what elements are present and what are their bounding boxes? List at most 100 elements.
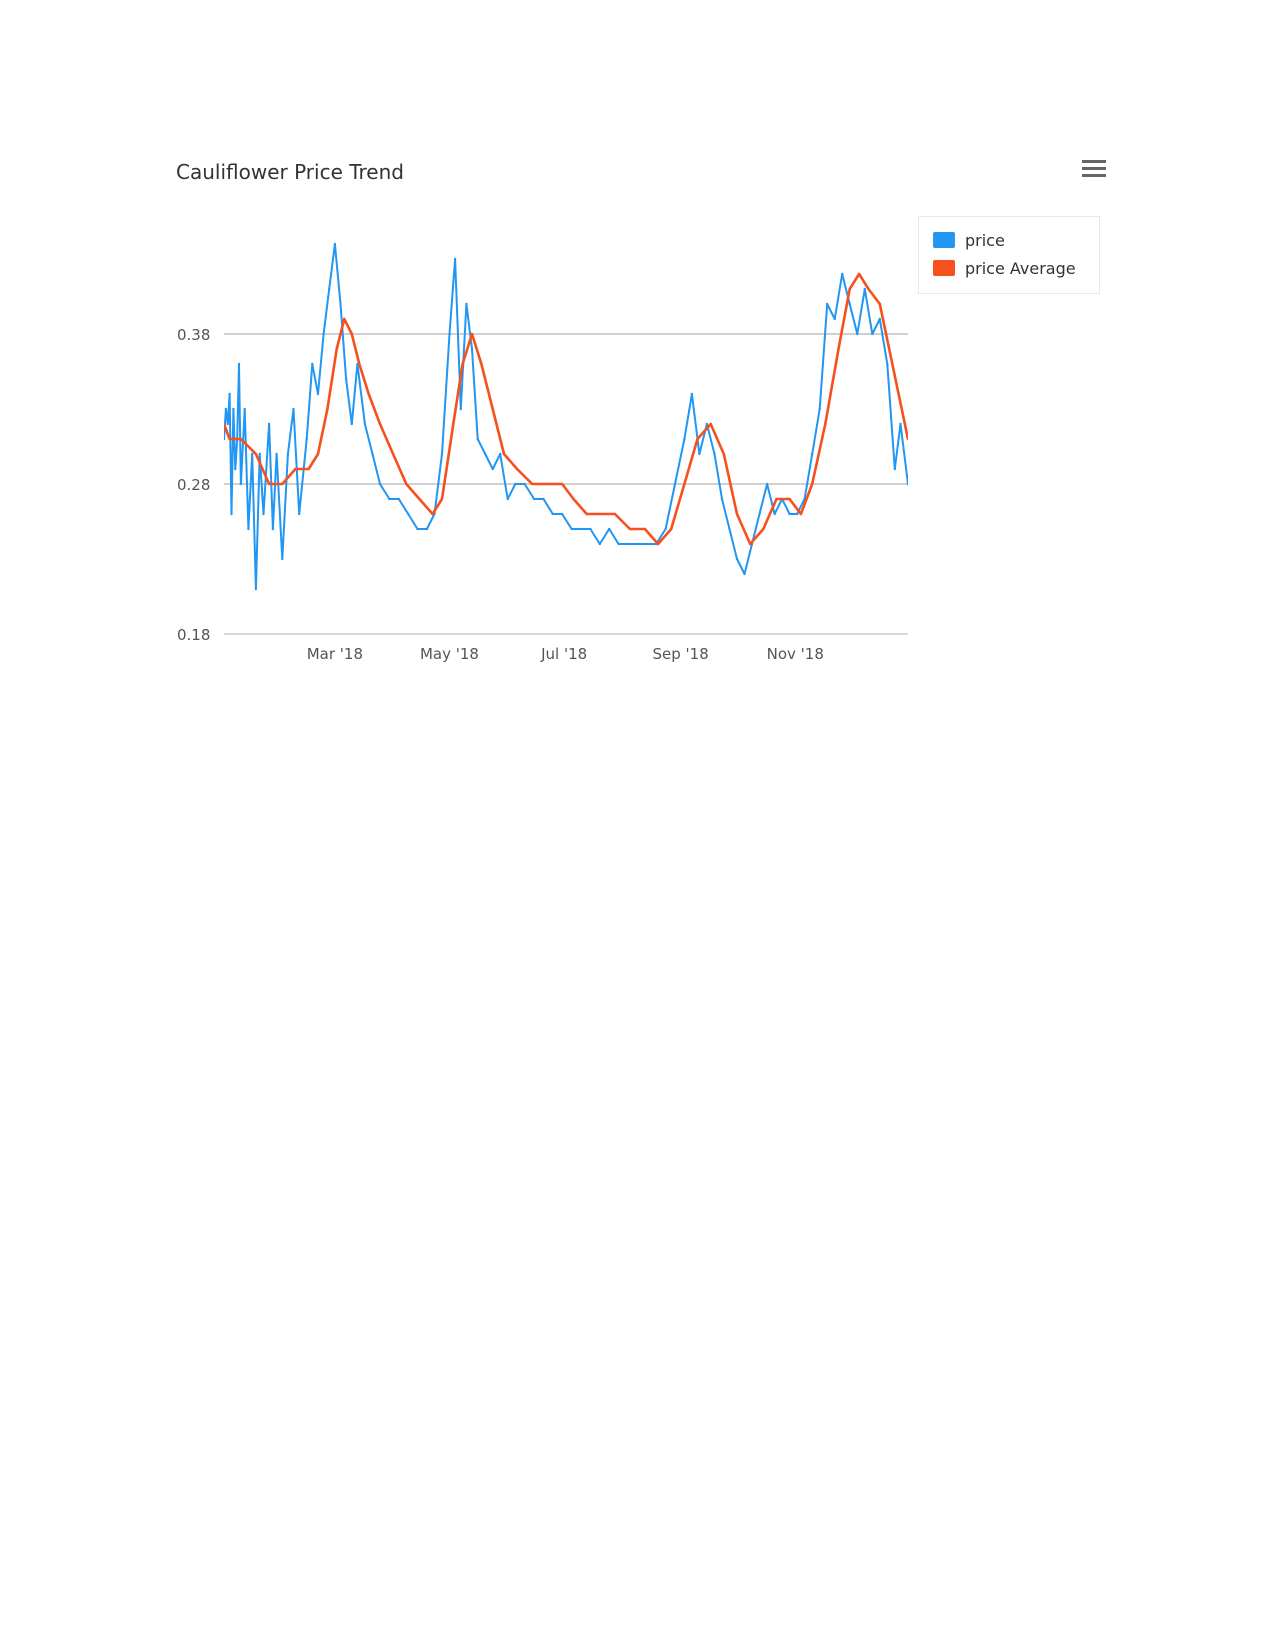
- data-point-price-average: [735, 512, 739, 516]
- data-point-price: [258, 452, 261, 456]
- data-point-price: [893, 467, 897, 471]
- data-point-price-average: [696, 437, 699, 441]
- data-point-price-average: [228, 437, 231, 441]
- legend-item-price[interactable]: price: [933, 230, 1005, 250]
- data-point-price: [271, 527, 275, 531]
- data-point-price-average: [294, 467, 297, 471]
- data-point-price: [470, 347, 474, 351]
- data-point-price: [305, 437, 308, 441]
- data-point-price-average: [888, 347, 891, 351]
- data-point-price: [397, 497, 400, 501]
- data-point-price-average: [598, 512, 602, 516]
- data-point-price-average: [405, 482, 408, 486]
- data-point-price-average: [418, 497, 421, 501]
- data-point-price: [906, 482, 908, 486]
- data-point-price-average: [897, 392, 900, 396]
- data-point-price: [856, 332, 859, 336]
- data-point-price: [311, 362, 314, 366]
- data-point-price: [833, 317, 836, 321]
- data-point-price-average: [307, 467, 310, 471]
- data-point-price-average: [878, 302, 882, 306]
- data-point-price: [542, 497, 545, 501]
- data-point-price-average: [239, 437, 243, 441]
- data-point-price: [363, 422, 367, 426]
- data-point-price-average: [572, 497, 575, 501]
- chart-title: Cauliflower Price Trend: [176, 160, 404, 184]
- data-point-price: [226, 422, 229, 426]
- data-point-price: [690, 392, 694, 396]
- data-point-price-average: [515, 467, 519, 471]
- data-point-price: [476, 437, 479, 441]
- legend-label-price: price: [965, 230, 1005, 250]
- x-tick-label: Mar '18: [307, 645, 363, 663]
- data-point-price: [254, 587, 258, 591]
- data-point-price: [230, 512, 233, 516]
- data-point-price: [735, 557, 739, 561]
- data-point-price: [316, 392, 320, 396]
- data-point-price-average: [810, 482, 814, 486]
- data-point-price: [713, 452, 716, 456]
- data-point-price: [322, 332, 325, 336]
- data-point-price: [825, 302, 829, 306]
- chart-legend: price price Average: [918, 216, 1100, 294]
- data-point-price: [664, 527, 667, 531]
- data-point-price: [579, 527, 583, 531]
- data-point-price: [406, 512, 410, 516]
- data-point-price: [239, 482, 243, 486]
- data-point-price: [758, 512, 761, 516]
- data-point-price: [339, 302, 342, 306]
- data-point-price-average: [762, 527, 765, 531]
- data-point-price-average: [530, 482, 534, 486]
- x-tick-label: May '18: [420, 645, 479, 663]
- data-point-price: [598, 542, 602, 546]
- hamburger-menu-icon[interactable]: [1082, 160, 1106, 180]
- data-point-price: [720, 497, 724, 501]
- data-point-price: [344, 377, 348, 381]
- data-point-price-average: [788, 497, 791, 501]
- data-point-price: [425, 527, 429, 531]
- data-point-price-average: [748, 542, 752, 546]
- data-point-price-average: [722, 452, 726, 456]
- y-tick-label: 0.28: [177, 476, 210, 494]
- data-point-price: [617, 542, 620, 546]
- data-point-price-average: [335, 347, 338, 351]
- data-point-price: [453, 257, 457, 261]
- data-point-price-average: [461, 362, 464, 366]
- data-point-price: [899, 422, 902, 426]
- y-tick-label: 0.18: [177, 626, 210, 644]
- data-point-price: [810, 452, 814, 456]
- series-line-price: [224, 243, 908, 590]
- data-point-price: [286, 452, 290, 456]
- legend-item-price-average[interactable]: price Average: [933, 258, 1076, 278]
- x-tick-label: Sep '18: [653, 645, 709, 663]
- data-point-price: [371, 452, 374, 456]
- data-point-price-average: [431, 512, 434, 516]
- data-point-price-average: [709, 422, 712, 426]
- data-point-price: [440, 452, 444, 456]
- data-point-price-average: [867, 287, 870, 291]
- data-point-price: [743, 572, 746, 576]
- data-point-price-average: [281, 482, 284, 486]
- data-point-price-average: [775, 497, 778, 501]
- data-point-price-average: [628, 527, 632, 531]
- x-tick-label: Nov '18: [767, 645, 824, 663]
- data-point-price: [250, 452, 254, 456]
- data-point-price-average: [670, 527, 673, 531]
- data-point-price-average: [343, 317, 346, 321]
- data-point-price: [275, 452, 278, 456]
- data-point-price: [224, 407, 228, 411]
- data-point-price: [247, 527, 250, 531]
- data-point-price-average: [470, 332, 474, 336]
- y-tick-label: 0.38: [177, 326, 210, 344]
- data-point-price: [848, 302, 851, 306]
- legend-swatch-price-average: [933, 260, 955, 276]
- data-point-price: [465, 302, 468, 306]
- data-point-price: [636, 542, 639, 546]
- data-point-price: [448, 332, 451, 336]
- data-point-price-average: [378, 422, 382, 426]
- data-point-price-average: [224, 422, 226, 426]
- data-point-price-average: [906, 437, 908, 441]
- data-point-price-average: [656, 542, 660, 546]
- data-point-price-average: [824, 422, 827, 426]
- data-point-price: [281, 557, 284, 561]
